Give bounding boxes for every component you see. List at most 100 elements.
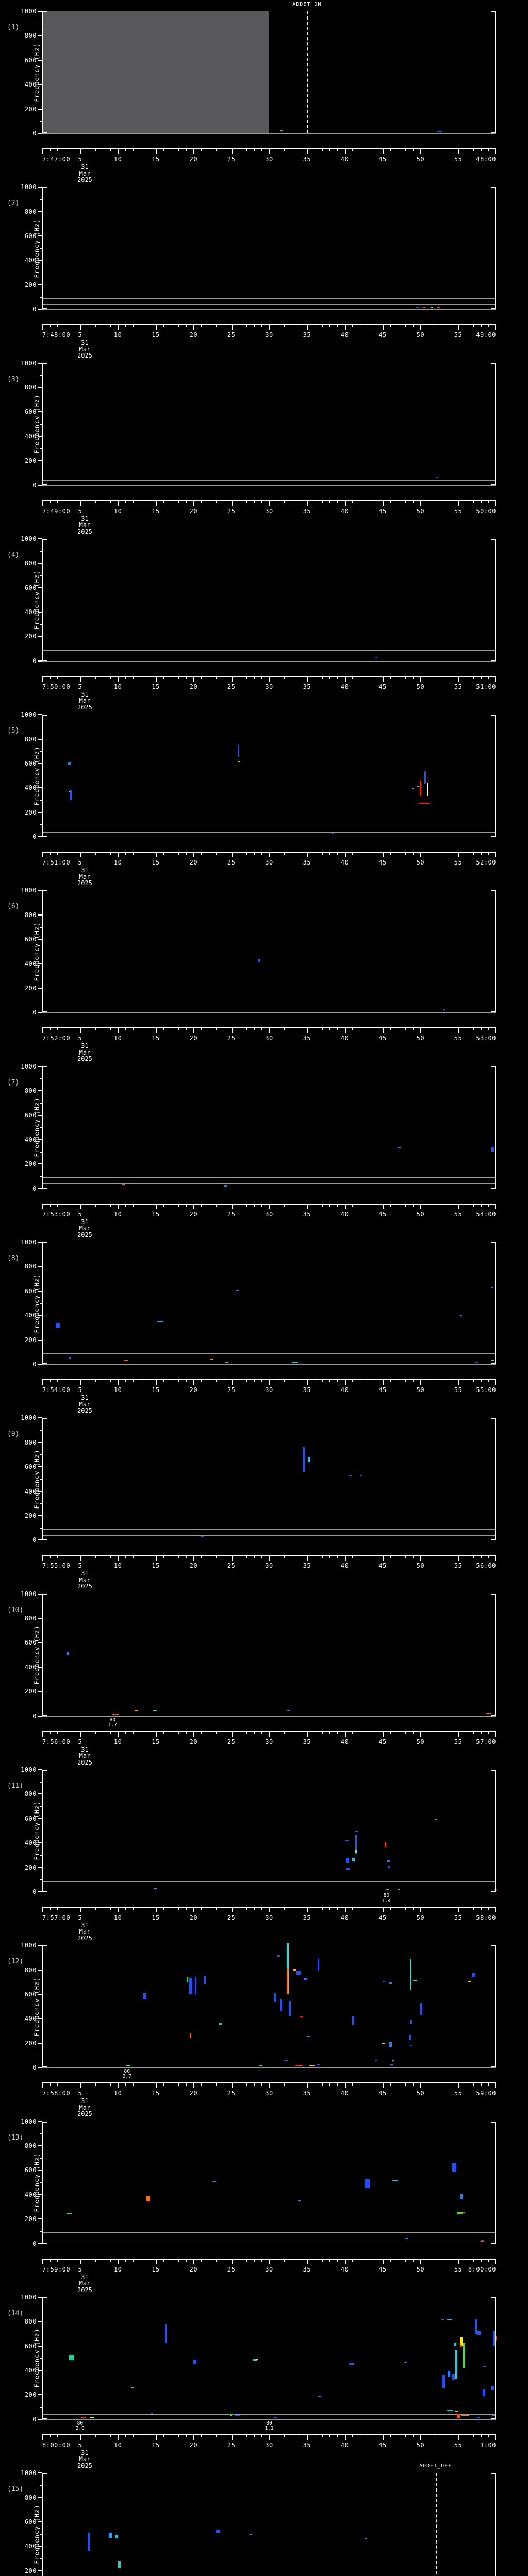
plot-area[interactable]: 0 200 400 600 800 1000 Frequency (Hz) 80 2.7 xyxy=(21,1942,496,2079)
x-tick-minor xyxy=(412,1731,414,1734)
x-axis[interactable]: 8:00:00 5 10 15 20 25 30 35 40 45 50 55 1:00 31 Mar 202… xyxy=(42,2434,496,2469)
x-tick-minor xyxy=(329,852,331,855)
x-axis[interactable]: 7:47:00 5 10 15 20 25 30 35 40 45 50 55 48:00 31 Mar 20… xyxy=(42,148,496,183)
spectrogram-panel[interactable]: (14) 0 200 400 600 800 1000 Frequency (Hz) 80 2.0… xyxy=(0,2286,528,2469)
x-tick-label: 5 xyxy=(78,507,82,515)
x-tick-minor xyxy=(488,1906,489,1910)
y-tick-label: 200 xyxy=(24,2567,37,2574)
x-axis[interactable]: 7:52:00 5 10 15 20 25 30 35 40 45 50 55 53:00 31 Mar 20… xyxy=(42,1027,496,1062)
plot-area[interactable]: 0 200 400 600 800 1000 Frequency (Hz) xyxy=(21,887,496,1016)
x-axis[interactable]: 7:58:00 5 10 15 20 25 30 35 40 45 50 55 59:00 31 Mar 20… xyxy=(42,2082,496,2117)
spectrogram-panel[interactable]: (8) 0 200 400 600 800 1000 Frequency (Hz) 7:54:0… xyxy=(0,1231,528,1414)
x-tick-major xyxy=(80,2434,81,2440)
x-tick-minor xyxy=(261,852,262,855)
x-axis[interactable]: 7:48:00 5 10 15 20 25 30 35 40 45 50 55 49:00 31 Mar 20… xyxy=(42,324,496,359)
x-tick-label: 25 xyxy=(227,683,236,690)
x-axis[interactable]: 7:54:00 5 10 15 20 25 30 35 40 45 50 55 55:00 31 Mar 20… xyxy=(42,1379,496,1414)
x-tick-major xyxy=(344,1203,346,1209)
plot-area[interactable]: 0 200 400 600 800 1000 Frequency (Hz) 80 1.4 xyxy=(21,1766,497,1903)
y-tick-minor xyxy=(40,424,42,425)
plot-area[interactable]: 0 200 400 600 800 1000 Frequency (Hz) 80 1.7 xyxy=(21,1590,496,1727)
x-tick-minor xyxy=(473,1027,474,1031)
date-month: Mar xyxy=(79,2104,91,2111)
event-marker-line[interactable] xyxy=(435,2473,437,2576)
y-tick xyxy=(38,1945,42,1946)
x-tick-minor xyxy=(352,2082,353,2086)
y-tick-minor xyxy=(40,551,42,552)
plot-area[interactable]: 0 200 400 600 800 1000 Frequency (Hz) xyxy=(21,183,496,313)
spectrogram-panel[interactable]: (3) 0 200 400 600 800 1000 Frequency (Hz) 7:49:0… xyxy=(0,352,528,535)
detection-trace xyxy=(493,2331,496,2346)
reference-line xyxy=(42,304,496,305)
plot-area[interactable]: 0 200 400 600 800 1000 Frequency (Hz) xyxy=(21,1063,496,1192)
spectrogram-panel[interactable]: (2) 0 200 400 600 800 1000 Frequency (Hz) 7:48:0… xyxy=(0,176,528,359)
x-tick-major xyxy=(383,852,384,858)
panel-number: (1) xyxy=(7,24,20,31)
y-tick xyxy=(38,1818,42,1819)
x-tick-label: 55 xyxy=(454,1738,463,1745)
axis-cap xyxy=(491,836,496,837)
axis-cap xyxy=(42,1715,47,1716)
date-month: Mar xyxy=(79,1400,91,1408)
detection-trace xyxy=(210,1359,213,1361)
spectrogram-panel[interactable]: (13) 0 200 400 600 800 1000 Frequency (Hz) 7:59:… xyxy=(0,2110,528,2293)
date-day: 31 xyxy=(81,163,89,171)
axis-cap xyxy=(42,2473,47,2475)
x-tick-minor xyxy=(125,2082,126,2086)
detection-trace xyxy=(145,2196,150,2201)
x-tick-minor xyxy=(50,2258,51,2262)
x-axis[interactable]: 7:49:00 5 10 15 20 25 30 35 40 45 50 55 50:00 31 Mar 20… xyxy=(42,500,496,535)
x-tick-label: 45 xyxy=(378,1738,387,1745)
x-tick-label: 10 xyxy=(113,331,122,339)
x-tick-label: 55 xyxy=(454,683,463,690)
spectrogram-panel[interactable]: (5) 0 200 400 600 800 1000 Frequency (Hz) 7:51:0… xyxy=(0,703,528,886)
x-tick-major xyxy=(193,675,195,682)
detection-trace xyxy=(447,2410,453,2411)
x-tick-minor xyxy=(481,1027,482,1031)
axis-cap xyxy=(491,132,496,133)
plot-area[interactable]: 0 200 400 600 800 1000 Frequency (Hz) xyxy=(21,535,496,665)
x-tick-minor xyxy=(110,1027,111,1031)
x-tick-major xyxy=(231,2258,233,2264)
right-axis-line xyxy=(495,1769,496,1892)
plot-area[interactable]: 0 200 400 600 800 1000 Frequency (Hz) ADDET_DN xyxy=(21,2,496,137)
x-tick-minor xyxy=(337,852,338,855)
spectrogram-panel[interactable]: (10) 0 200 400 600 800 1000 Frequency (Hz) 80 1.7… xyxy=(0,1583,528,1766)
spectrogram-panel[interactable]: (1) 0 200 400 600 800 1000 Frequency (Hz) ADDET_… xyxy=(0,0,528,183)
y-tick xyxy=(38,1188,42,1189)
plot-area[interactable]: 0 200 400 600 800 1000 Frequency (Hz) xyxy=(21,1414,496,1544)
detection-trace xyxy=(389,2042,392,2047)
spectrogram-panel[interactable]: (4) 0 200 400 600 800 1000 Frequency (Hz) 7:50:0… xyxy=(0,528,528,710)
spectrogram-panel[interactable]: (6) 0 200 400 600 800 1000 Frequency (Hz) 7:52:0… xyxy=(0,879,528,1062)
y-tick xyxy=(38,1339,42,1341)
spectrogram-panel[interactable]: (9) 0 200 400 600 800 1000 Frequency (Hz) 7:55:0… xyxy=(0,1406,528,1589)
x-tick-major xyxy=(344,148,346,154)
plot-area[interactable]: 0 200 400 600 800 1000 Frequency (Hz) 80 2.0 80 1.… xyxy=(21,2294,497,2431)
y-tick-label: 1000 xyxy=(21,1766,37,1773)
spectrogram-panel[interactable]: (11) 0 200 400 600 800 1000 Frequency (Hz) 80 1.4… xyxy=(0,1758,528,1941)
plot-area[interactable]: 0 200 400 600 800 1000 Frequency (Hz) xyxy=(21,360,496,489)
spectrogram-panel[interactable]: (7) 0 200 400 600 800 1000 Frequency (Hz) 7:53:0… xyxy=(0,1055,528,1238)
y-axis-line xyxy=(42,2297,43,2419)
spectrogram-panel[interactable]: (12) 0 200 400 600 800 1000 Frequency (Hz) 80 2.7… xyxy=(0,1934,528,2117)
x-tick-major xyxy=(80,500,81,506)
plot-area[interactable]: 0 200 400 600 800 1000 Frequency (Hz) xyxy=(21,2118,496,2247)
x-tick-major xyxy=(458,1906,459,1912)
x-tick-label: 20 xyxy=(189,156,198,163)
reference-line xyxy=(42,1353,496,1354)
x-tick-label: 10 xyxy=(113,1386,122,1394)
x-tick-major xyxy=(344,1555,346,1561)
axis-cap xyxy=(42,836,47,837)
plot-area[interactable]: 0 200 400 600 800 1000 Frequency (Hz) xyxy=(21,711,496,840)
x-tick-major xyxy=(80,1027,81,1033)
x-axis[interactable]: 7:56:00 5 10 15 20 25 30 35 40 45 50 55 57:00 31 Mar 20… xyxy=(42,1731,496,1766)
y-tick-minor xyxy=(40,1151,42,1153)
x-tick-minor xyxy=(246,148,247,151)
plot-area[interactable]: 0 200 400 600 800 1000 Frequency (Hz) xyxy=(21,1239,496,1368)
event-marker-line[interactable] xyxy=(307,11,308,133)
detection-trace xyxy=(352,2015,355,2025)
x-tick-label: 40 xyxy=(340,859,349,867)
x-tick-label: 50 xyxy=(416,2265,425,2273)
